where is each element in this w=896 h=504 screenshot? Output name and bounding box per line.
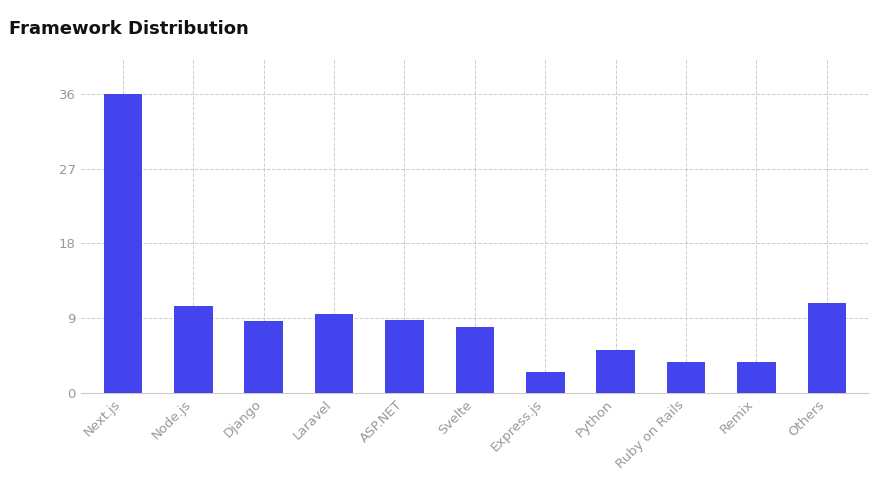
Bar <box>597 350 635 393</box>
Bar <box>737 361 776 393</box>
Bar <box>174 306 212 393</box>
Bar <box>104 94 142 393</box>
Bar <box>245 321 283 393</box>
Bar <box>807 303 846 393</box>
Bar <box>526 372 564 393</box>
Bar <box>455 327 495 393</box>
Text: Framework Distribution: Framework Distribution <box>9 20 249 38</box>
Bar <box>385 320 424 393</box>
Bar <box>314 314 353 393</box>
Bar <box>667 361 705 393</box>
